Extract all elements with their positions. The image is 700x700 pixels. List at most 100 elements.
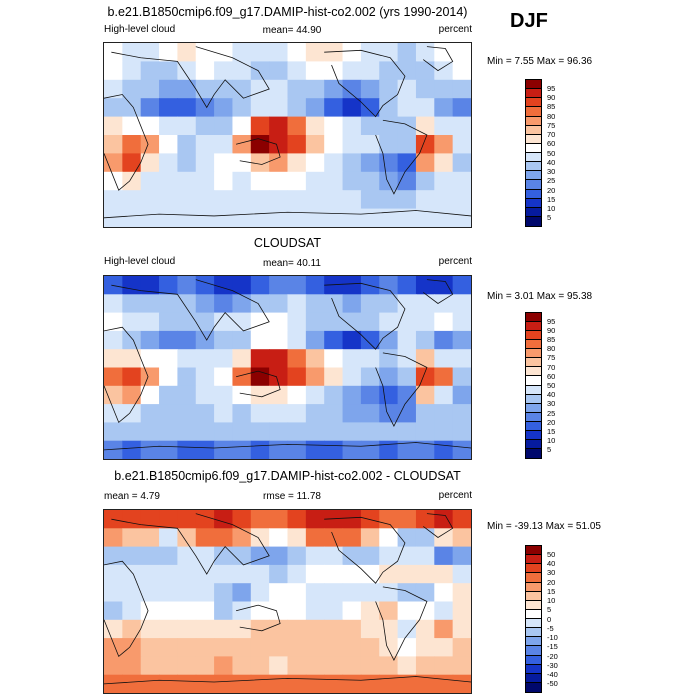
contour-cell: [452, 349, 471, 369]
colorbar-swatch: [526, 153, 541, 163]
colorbar-label: -5: [547, 623, 554, 633]
contour-cell: [305, 294, 325, 314]
contour-cell: [287, 98, 307, 118]
contour-cell: [360, 349, 380, 369]
colorbar-label: 20: [547, 417, 556, 427]
contour-cell: [379, 656, 399, 676]
contour-cell: [415, 43, 435, 62]
contour-cell: [232, 564, 252, 584]
contour-cell: [195, 404, 215, 423]
contour-cell: [324, 510, 344, 529]
contour-cell: [360, 564, 380, 584]
contour-cell: [415, 98, 435, 118]
contour-cell: [195, 440, 215, 459]
contour-cell: [324, 79, 344, 99]
contour-cell: [342, 385, 362, 405]
contour-cell: [195, 79, 215, 99]
contour-cell: [415, 601, 435, 621]
contour-cell: [360, 61, 380, 81]
contour-cell: [140, 674, 160, 693]
contour-cell: [342, 116, 362, 136]
greenland-coastline: [423, 513, 454, 538]
contour-cell: [195, 367, 215, 387]
contour-cell: [342, 276, 362, 295]
contour-cell: [232, 208, 252, 227]
contour-cell: [159, 367, 178, 387]
contour-cell: [122, 330, 142, 350]
contour-cell: [232, 98, 252, 118]
contour-cell: [269, 528, 289, 548]
contour-cell: [434, 190, 454, 210]
contour-cell: [140, 367, 160, 387]
contour-cell: [250, 367, 270, 387]
contour-cell: [360, 404, 380, 423]
contour-cell: [434, 656, 454, 676]
contour-cell: [452, 404, 471, 423]
contour-cell: [360, 546, 380, 566]
panel-2-title: CLOUDSAT: [253, 236, 322, 250]
contour-cell: [140, 440, 160, 459]
contour-cell: [269, 546, 289, 566]
contour-cell: [415, 656, 435, 676]
colorbar-swatch: [526, 385, 541, 395]
colorbar-label: 95: [547, 83, 556, 93]
colorbar-label: 20: [547, 577, 556, 587]
contour-cell: [177, 171, 197, 191]
colorbar-swatch: [526, 646, 541, 656]
contour-cell: [324, 208, 344, 227]
contour-cell: [287, 79, 307, 99]
contour-cell: [342, 312, 362, 332]
contour-cell: [159, 276, 178, 295]
colorbar-label: 10: [547, 596, 556, 605]
contour-cell: [159, 43, 178, 62]
contour-cell: [104, 528, 123, 548]
contour-cell: [250, 116, 270, 136]
contour-cell: [232, 61, 252, 81]
contour-cell: [104, 116, 123, 136]
contour-cell: [122, 510, 142, 529]
colorbar-label: 75: [547, 353, 556, 363]
contour-cell: [177, 135, 197, 154]
contour-cell: [305, 171, 325, 191]
contour-cell: [360, 528, 380, 548]
contour-cell: [342, 564, 362, 584]
contour-cell: [104, 385, 123, 405]
contour-cell: [305, 638, 325, 657]
contour-cell: [250, 330, 270, 350]
contour-cell: [214, 367, 234, 387]
panel-3-units-label: percent: [438, 490, 472, 501]
contour-cell: [287, 638, 307, 657]
contour-cell: [269, 294, 289, 314]
contour-cell: [287, 440, 307, 459]
colorbar-label: 0: [547, 614, 552, 624]
contour-cell: [324, 171, 344, 191]
contour-cell: [159, 546, 178, 566]
contour-cell: [434, 349, 454, 369]
contour-cell: [269, 98, 289, 118]
contour-cell: [324, 583, 344, 603]
colorbar-swatch: [526, 322, 541, 332]
contour-cell: [104, 208, 123, 227]
contour-cell: [122, 98, 142, 118]
contour-cell: [159, 116, 178, 136]
contour-cell: [360, 638, 380, 657]
contour-cell: [269, 190, 289, 210]
contour-cell: [104, 583, 123, 603]
contour-cell: [324, 546, 344, 566]
contour-cell: [250, 153, 270, 173]
north-america-coastline: [324, 49, 406, 118]
contour-cell: [342, 510, 362, 529]
contour-cell: [415, 330, 435, 350]
contour-cell: [214, 312, 234, 332]
contour-cell: [195, 601, 215, 621]
colorbar-swatch: [526, 189, 541, 199]
contour-cell: [287, 116, 307, 136]
contour-cell: [159, 440, 178, 459]
contour-cell: [140, 601, 160, 621]
contour-cell: [269, 171, 289, 191]
contour-cell: [195, 43, 215, 62]
contour-cell: [397, 674, 417, 693]
contour-cell: [305, 601, 325, 621]
contour-cell: [360, 208, 380, 227]
contour-cell: [104, 294, 123, 314]
